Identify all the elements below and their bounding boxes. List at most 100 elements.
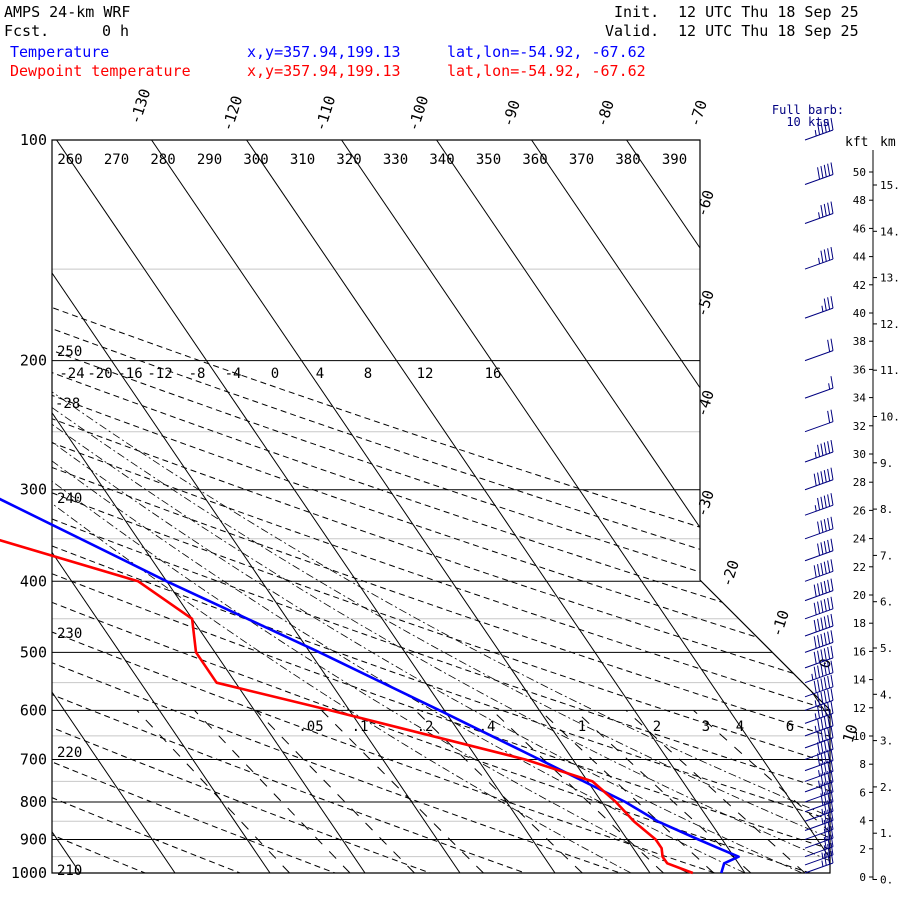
pressure-label: 700 — [20, 750, 47, 768]
wind-barb-half — [814, 505, 817, 512]
wind-barb-full — [823, 442, 827, 455]
wind-barb — [804, 117, 834, 141]
wind-barb — [804, 759, 834, 782]
wind-barb-full — [830, 162, 834, 175]
km-tick-label: 11. — [880, 364, 900, 377]
isotherm-label: -50 — [692, 288, 717, 319]
wind-barb-full — [820, 729, 824, 742]
wind-barb-half — [814, 451, 817, 459]
dry-adiabat-side-label: 240 — [57, 491, 82, 507]
dry-adiabat — [52, 140, 184, 873]
wind-barb — [804, 409, 834, 433]
wind-barb-full — [823, 677, 827, 690]
wind-barb-full — [817, 742, 821, 755]
wind-barb-full — [823, 580, 827, 594]
kft-tick-label: 50 — [853, 166, 866, 179]
wind-barb-full — [817, 472, 821, 485]
wind-barb-full — [830, 201, 834, 214]
wind-barb-full — [827, 738, 831, 751]
mixing-ratio-line — [136, 710, 290, 873]
kft-tick-label: 26 — [853, 504, 866, 517]
km-tick-label: 15. — [880, 179, 900, 192]
isotherm-label: -40 — [692, 388, 717, 419]
wind-barb-full — [820, 649, 824, 662]
wind-barb-staff — [804, 307, 834, 319]
wind-barb-full — [823, 648, 827, 661]
wind-barb-full — [823, 750, 827, 764]
wind-barb-full — [820, 633, 824, 647]
wind-barb-staff — [804, 387, 834, 399]
isotherm-label: -130 — [126, 86, 154, 126]
wind-barb-full — [823, 819, 827, 832]
dry-adiabat-side-label: -28 — [55, 396, 80, 412]
wind-barb-staff — [804, 686, 834, 698]
wind-barb-full — [817, 543, 821, 556]
kft-tick-label: 42 — [853, 279, 866, 292]
mixing-ratio-upper-label: 4 — [316, 366, 324, 382]
wind-barb-full — [823, 716, 827, 729]
wind-barb — [804, 645, 834, 669]
plot-frame — [51, 139, 831, 874]
wind-barb-staff — [804, 641, 834, 653]
wind-barb-full — [830, 516, 834, 529]
wind-barb-full — [827, 579, 831, 592]
wind-barb-full — [827, 770, 831, 784]
pressure-label: 600 — [20, 701, 47, 719]
wind-barb-half — [814, 725, 817, 732]
km-tick-label: 4. — [880, 688, 893, 701]
isotherm-line — [436, 140, 830, 873]
wind-barb-full — [823, 801, 827, 814]
wind-barb-full — [830, 613, 834, 627]
wind-barb-full — [823, 836, 827, 850]
wind-barb-staff — [804, 699, 834, 711]
isotherm-label: -20 — [717, 558, 742, 589]
wind-barb — [804, 713, 834, 737]
mixing-ratio-upper-label: -20 — [87, 366, 112, 382]
mixing-ratio-line — [539, 710, 715, 873]
potential-temp-label: 380 — [615, 152, 640, 168]
isotherm-line — [151, 140, 651, 873]
kft-tick-label: 24 — [853, 533, 867, 546]
legend-temperature-name: Temperature — [10, 43, 110, 61]
kft-tick-label: 38 — [853, 335, 866, 348]
wind-barb-full — [820, 562, 824, 575]
wind-barb-full — [823, 690, 827, 703]
fcst-label: Fcst. — [4, 22, 50, 40]
wind-barb-full — [827, 339, 831, 352]
wind-barb-full — [827, 809, 831, 822]
isotherm-label: -60 — [692, 188, 717, 219]
wind-barb-staff — [804, 590, 834, 602]
mixing-ratio-upper-label: 0 — [271, 366, 279, 382]
wind-barb-staff — [804, 737, 834, 749]
wind-barb-full — [830, 737, 834, 750]
isotherm-label: -10 — [767, 608, 792, 639]
wind-barb-full — [820, 520, 824, 533]
wind-barb — [804, 376, 834, 399]
wind-barb-staff — [804, 528, 834, 540]
isotherm-line — [52, 140, 461, 873]
legend-dewpoint-latlon: lat,lon=-54.92, -67.62 — [447, 62, 646, 80]
wind-barb-staff — [804, 725, 834, 737]
init-value: 12 UTC Thu 18 Sep 25 — [678, 3, 859, 21]
dry-adiabat — [52, 140, 762, 873]
isotherm-label: -70 — [685, 98, 710, 129]
wind-barb-full — [813, 602, 817, 615]
wind-barb-full — [827, 297, 831, 310]
wind-barb-full — [827, 517, 831, 531]
potential-temp-label: 300 — [243, 152, 268, 168]
pressure-label: 500 — [20, 643, 47, 661]
kft-tick-label: 32 — [853, 420, 866, 433]
wind-barb-half — [828, 383, 831, 390]
wind-barb-full — [823, 519, 827, 532]
wind-barb-half — [818, 780, 821, 787]
moist-adiabat — [52, 360, 746, 873]
wind-barb-full — [820, 740, 824, 754]
kft-tick-label: 14 — [853, 674, 867, 687]
potential-temp-label: 340 — [429, 152, 454, 168]
dry-adiabat — [52, 140, 666, 873]
wind-barb-full — [820, 582, 824, 595]
wind-barb — [804, 338, 834, 362]
potential-temp-label: 290 — [197, 152, 222, 168]
wind-barb-full — [823, 541, 827, 554]
wind-barb-full — [823, 616, 827, 629]
